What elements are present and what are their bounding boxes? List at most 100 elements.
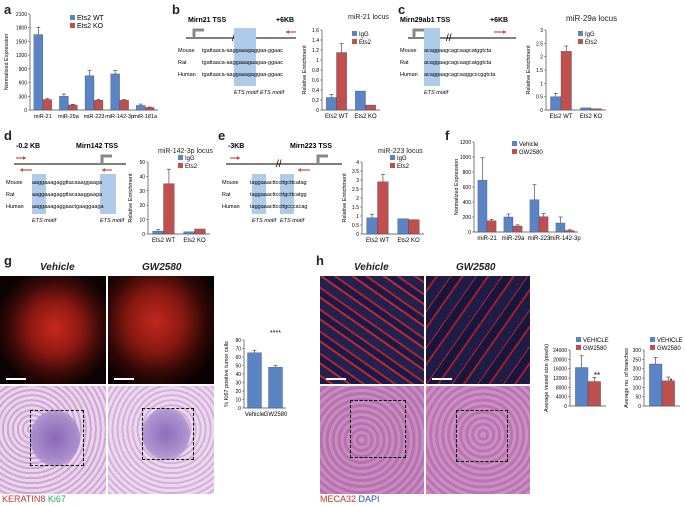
tss-arrow-icon [412,28,424,38]
y-tick-label: 1.4 [312,38,319,44]
ets-motif-label: ETS motif [234,90,259,96]
y-tick-label: 1200 [16,53,27,59]
y-tick-label: 2.5 [352,187,359,193]
legend-label: VEHICLE [583,338,609,344]
bar [59,96,69,111]
bar [194,228,206,235]
bar [575,367,589,407]
y-tick-label: 60 [235,355,241,361]
y-tick-label: 400 [463,200,472,206]
bar [555,222,566,233]
tss-arrow-icon [316,154,328,164]
x-tick-label: Vehicle [245,412,265,418]
seq-text: aaggaaagaggttacaaaggaaga [32,180,103,186]
x-tick-label: miR-142-3p [549,236,581,242]
legend-swatch [650,337,655,342]
bar [366,217,378,235]
ki67-label: Ki67 [47,494,66,504]
dapi-label: DAPI [358,494,380,504]
x-tick-label: GW2580 [264,412,288,418]
y-tick-label: 0 [316,108,319,114]
y-tick-label: 4000 [556,395,567,401]
primer-arrow-head-icon [237,156,240,160]
y-tick-label: 3.5 [352,169,359,175]
bar [33,34,43,111]
seq-species: Mouse [178,48,195,54]
x-tick-label: Ets2 KO [354,114,377,120]
bar [110,73,120,111]
bar [397,218,409,235]
legend-label: Ets2 KO [77,23,104,30]
bar [550,96,562,111]
legend-label: GW2580 [657,346,681,352]
locus-diagram-d: -0.2 KB Mirn142 TSS Mouse aaggaaagaggtta… [6,143,126,224]
bar [145,107,155,111]
y-tick-label: 0.6 [312,78,319,84]
y-tick-label: 40 [139,174,145,180]
x-tick-label: Ets2 KO [397,238,420,244]
ets-highlight [424,28,440,86]
bar [529,199,540,233]
seq-species: Rat [222,192,231,198]
seq-text: acaggaagcagcaaggcccggtcta [424,72,496,78]
y-tick-label: 0 [142,232,145,238]
chart-title-d: miR-142-3p locus [158,148,213,155]
ets-highlight [252,174,266,214]
y-tick-label: 12000 [553,376,567,382]
scale-bar [6,378,26,380]
bar [538,216,549,233]
fluor-image-gw2580-h [426,276,530,384]
y-tick-label: 0.8 [312,68,319,74]
he-tumor-focus [142,408,190,460]
y-tick-label: 1.5 [352,205,359,211]
ets-motif-label: ETS motif [100,218,125,224]
legend-label: Ets2 [185,164,198,170]
legend-label: VEHICLE [657,338,683,344]
y-tick-label: 0 [638,404,641,410]
y-tick-label: 2 [356,196,359,202]
seq-text: acaggaagcagcaagcatggtcta [424,48,492,54]
vehicle-label-h: Vehicle [354,262,389,273]
bar [68,104,78,111]
seq-text: tgattaaca-aaggaaagaagaa-ggaac [202,60,283,66]
legend-swatch [576,337,581,342]
seq-species: Rat [400,60,409,66]
y-tick-label: 900 [19,67,28,73]
he-image-gw2580 [108,386,214,494]
panel-label-b: b [172,2,180,17]
x-tick-label: miR-29a [58,114,80,120]
seq-species: Rat [178,60,187,66]
fluor-image-vehicle-h [320,276,424,384]
legend-swatch [390,155,395,160]
he-tumor-focus [30,410,80,466]
legend-swatch [352,39,357,44]
panel-label-f: f [445,128,450,143]
y-tick-label: 1 [356,214,359,220]
primer-arrow-head-icon [503,30,506,34]
y-tick-label: 10 [235,398,241,404]
ets-motif-label: ETS motif [260,90,285,96]
y-tick-label: 0.5 [536,95,543,101]
scale-bar [326,378,346,380]
y-tick-label: 200 [633,367,642,373]
scale-bar [114,378,134,380]
y-tick-label: 600 [19,81,28,87]
seq-species: Human [178,72,196,78]
legend-swatch [178,155,183,160]
ets-highlight [32,174,46,214]
y-axis-label: Relative Enrichment [342,173,348,223]
meca32-label: MECA32 [320,494,357,504]
left-offset-label: -3KB [228,143,244,150]
y-tick-label: 2.5 [536,41,543,47]
legend-swatch [650,345,655,350]
ets-motif-label: ETS motif [252,218,277,224]
y-tick-label: 150 [633,376,642,382]
bar [649,363,663,407]
x-tick-label: Ets2 KO [183,238,206,244]
y-tick-label: 1800 [16,26,27,32]
bar [268,367,283,409]
x-tick-label: miR-21 [34,114,52,120]
bar [183,231,195,235]
bar [152,230,164,235]
